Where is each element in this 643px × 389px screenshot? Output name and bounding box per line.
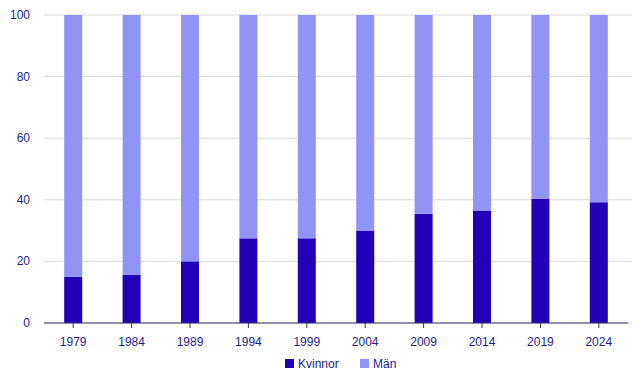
bar bbox=[356, 15, 374, 231]
x-tick bbox=[540, 323, 541, 328]
x-tick-label: 1984 bbox=[118, 335, 145, 349]
bar bbox=[239, 15, 257, 238]
bar bbox=[415, 15, 433, 214]
x-tick bbox=[248, 323, 249, 328]
bar bbox=[590, 15, 608, 202]
bar bbox=[123, 275, 141, 323]
x-tick-label: 2019 bbox=[527, 335, 554, 349]
legend-label: Män bbox=[373, 357, 396, 371]
x-tick-label: 1994 bbox=[235, 335, 262, 349]
bars bbox=[64, 15, 608, 323]
x-tick-label: 2014 bbox=[469, 335, 496, 349]
x-tick bbox=[190, 323, 191, 328]
bar bbox=[64, 15, 82, 277]
x-tick bbox=[365, 323, 366, 328]
x-tick-label: 2024 bbox=[585, 335, 612, 349]
bar bbox=[356, 231, 374, 323]
bar bbox=[181, 261, 199, 323]
bar bbox=[298, 15, 316, 238]
y-tick-label: 80 bbox=[17, 70, 31, 84]
bar bbox=[531, 15, 549, 199]
x-tick-label: 2004 bbox=[352, 335, 379, 349]
x-tick bbox=[598, 323, 599, 328]
x-tick-label: 2009 bbox=[410, 335, 437, 349]
legend-label: Kvinnor bbox=[298, 357, 339, 371]
bar bbox=[590, 202, 608, 323]
y-tick-label: 40 bbox=[17, 193, 31, 207]
bar bbox=[415, 214, 433, 323]
x-tick-label: 1979 bbox=[60, 335, 87, 349]
bar bbox=[473, 15, 491, 211]
bar bbox=[473, 211, 491, 323]
grid-line bbox=[44, 323, 632, 324]
chart-container: 0 20 40 60 80 100 1979 1984 1989 1994 1999 2004 2009… bbox=[0, 0, 643, 389]
bar bbox=[531, 199, 549, 323]
bar bbox=[298, 238, 316, 323]
y-tick-label: 20 bbox=[17, 254, 31, 268]
x-tick-label: 1989 bbox=[177, 335, 204, 349]
y-tick-label: 100 bbox=[10, 8, 30, 22]
x-tick bbox=[482, 323, 483, 328]
bar bbox=[64, 277, 82, 323]
legend-swatch bbox=[360, 359, 369, 368]
y-tick-label: 60 bbox=[17, 131, 31, 145]
x-tick bbox=[131, 323, 132, 328]
bar bbox=[123, 15, 141, 275]
x-tick bbox=[423, 323, 424, 328]
chart-svg: 0 20 40 60 80 100 1979 1984 1989 1994 1999 2004 2009… bbox=[0, 0, 643, 389]
legend-swatch bbox=[285, 359, 294, 368]
legend: Kvinnor Män bbox=[285, 357, 396, 371]
bar bbox=[239, 238, 257, 323]
y-tick-label: 0 bbox=[23, 316, 30, 330]
x-tick bbox=[73, 323, 74, 328]
x-tick-label: 1999 bbox=[293, 335, 320, 349]
x-tick bbox=[306, 323, 307, 328]
bar bbox=[181, 15, 199, 261]
